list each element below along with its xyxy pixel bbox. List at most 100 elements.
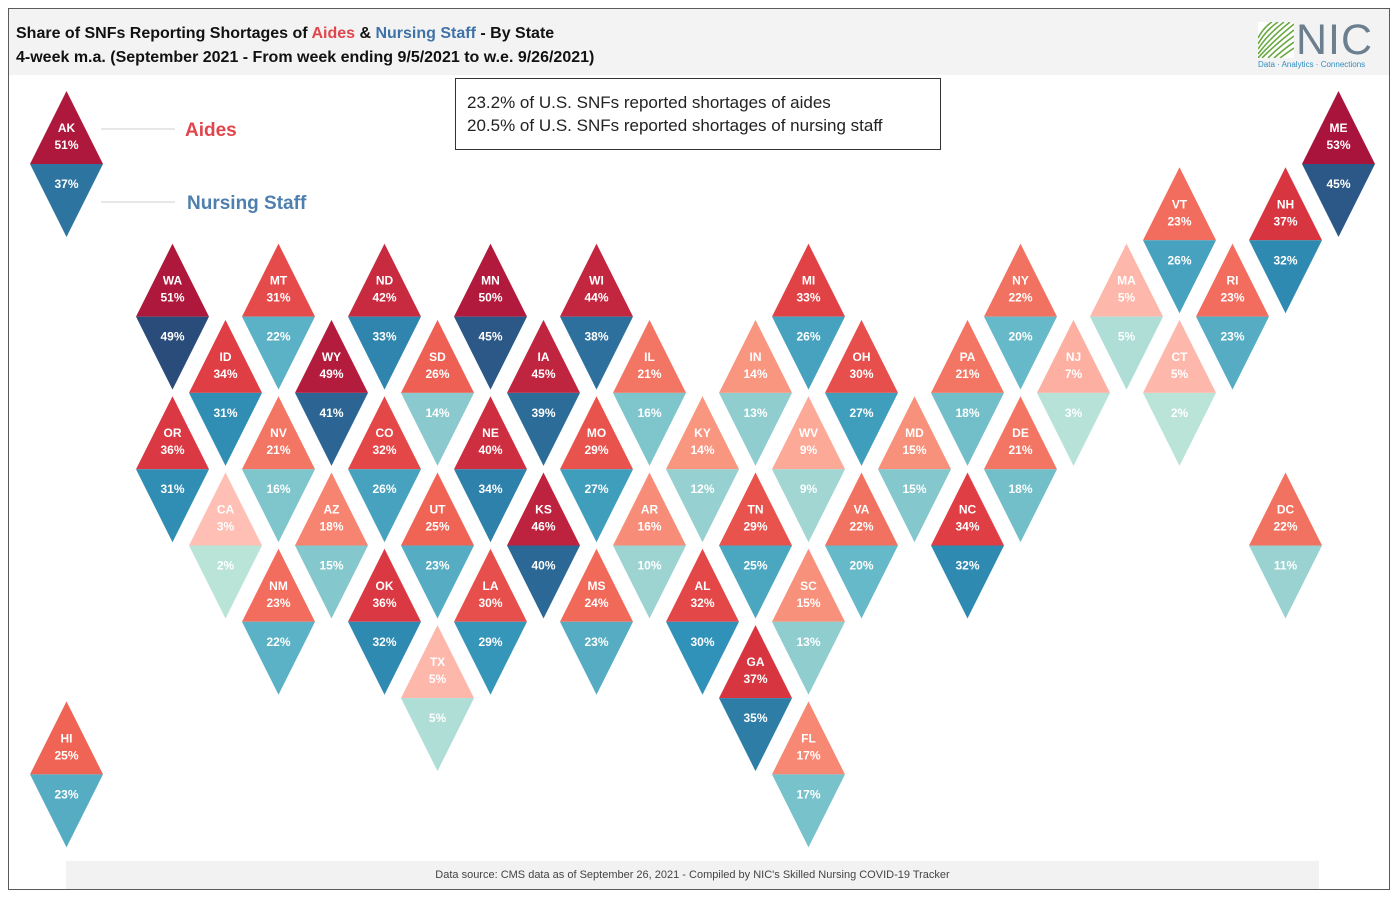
aides-value-label: 21% xyxy=(637,367,661,381)
aides-triangle xyxy=(30,91,103,164)
aides-triangle xyxy=(30,701,103,775)
legend: Aides Nursing Staff xyxy=(101,120,307,214)
aides-triangle xyxy=(1037,319,1110,393)
aides-triangle xyxy=(348,548,421,622)
nursing-value-label: 27% xyxy=(849,406,873,420)
footer: Data source: CMS data as of September 26… xyxy=(66,861,1319,889)
aides-triangle xyxy=(1196,243,1269,317)
state-label: DE xyxy=(1012,426,1029,440)
aides-value-label: 37% xyxy=(1273,214,1297,228)
nursing-triangle xyxy=(560,621,633,695)
nursing-triangle xyxy=(931,392,1004,466)
aides-value-label: 33% xyxy=(796,291,820,305)
data-source-note: Data source: CMS data as of September 26… xyxy=(435,869,950,881)
title-nursing-word: Nursing Staff xyxy=(375,25,476,42)
nursing-value-label: 41% xyxy=(319,406,343,420)
nursing-triangle xyxy=(1143,240,1216,314)
state-label: AR xyxy=(641,503,659,517)
aides-triangle xyxy=(772,701,845,775)
state-tile-nm: NM 23% 22% xyxy=(242,548,315,695)
aides-value-label: 36% xyxy=(372,596,396,610)
aides-value-label: 22% xyxy=(1273,520,1297,534)
aides-triangle xyxy=(454,243,527,317)
aides-value-label: 9% xyxy=(800,443,818,457)
state-tile-sd: SD 26% 14% xyxy=(401,319,474,466)
nursing-value-label: 23% xyxy=(425,559,449,573)
nursing-value-label: 34% xyxy=(478,482,502,496)
state-tile-az: AZ 18% 15% xyxy=(295,472,368,619)
state-tile-ok: OK 36% 32% xyxy=(348,548,421,695)
aides-value-label: 21% xyxy=(955,367,979,381)
nursing-triangle xyxy=(772,621,845,695)
aides-value-label: 17% xyxy=(796,748,820,762)
nursing-value-label: 13% xyxy=(796,635,820,649)
summary-aides-line: 23.2% of U.S. SNFs reported shortages of… xyxy=(467,93,831,112)
state-tile-ak: AK 51% 37% xyxy=(30,91,103,237)
dashboard-frame: Share of SNFs Reporting Shortages of Aid… xyxy=(8,8,1390,890)
aides-value-label: 14% xyxy=(743,367,767,381)
nursing-value-label: 14% xyxy=(425,406,449,420)
state-tile-dc: DC 22% 11% xyxy=(1249,472,1322,619)
nursing-triangle xyxy=(1249,545,1322,619)
state-tile-ar: AR 16% 10% xyxy=(613,472,686,619)
state-label: PA xyxy=(960,350,976,364)
state-label: AL xyxy=(695,579,711,593)
nursing-triangle xyxy=(454,469,527,543)
aides-triangle xyxy=(242,243,315,317)
aides-value-label: 50% xyxy=(478,291,502,305)
nursing-triangle xyxy=(1196,316,1269,390)
nursing-triangle xyxy=(613,392,686,466)
state-label: UT xyxy=(430,503,447,517)
aides-triangle xyxy=(772,396,845,470)
aides-triangle xyxy=(136,243,209,317)
nursing-value-label: 22% xyxy=(266,330,290,344)
aides-value-label: 5% xyxy=(1118,291,1136,305)
state-label: KS xyxy=(535,503,552,517)
nursing-triangle xyxy=(931,545,1004,619)
nursing-value-label: 39% xyxy=(531,406,555,420)
nic-logo-text: NIC xyxy=(1296,16,1374,64)
state-tile-de: DE 21% 18% xyxy=(984,396,1057,543)
state-label: WY xyxy=(322,350,341,364)
aides-value-label: 34% xyxy=(213,367,237,381)
aides-value-label: 29% xyxy=(743,520,767,534)
aides-triangle xyxy=(507,472,580,546)
legend-aides-label: Aides xyxy=(185,120,237,141)
state-label: VA xyxy=(854,503,870,517)
nursing-triangle xyxy=(242,469,315,543)
chart-subtitle: 4-week m.a. (September 2021 - From week … xyxy=(16,49,595,66)
nursing-triangle xyxy=(136,469,209,543)
state-label: FL xyxy=(801,731,816,745)
chart-title: Share of SNFs Reporting Shortages of Aid… xyxy=(16,25,555,42)
state-label: LA xyxy=(483,579,499,593)
aides-triangle xyxy=(454,396,527,470)
state-tiles: AK 51% 37% ME 53% 45% VT 23% 26% NH 37% 32% WA 51% 49%… xyxy=(30,91,1375,848)
nursing-value-label: 2% xyxy=(1171,406,1189,420)
aides-value-label: 18% xyxy=(319,520,343,534)
aides-triangle xyxy=(348,243,421,317)
aides-triangle xyxy=(507,319,580,393)
state-tile-ct: CT 5% 2% xyxy=(1143,319,1216,466)
nursing-value-label: 25% xyxy=(743,559,767,573)
state-label: ND xyxy=(376,274,394,288)
nursing-value-label: 35% xyxy=(743,711,767,725)
header: Share of SNFs Reporting Shortages of Aid… xyxy=(9,9,1389,75)
state-tile-ky: KY 14% 12% xyxy=(666,396,739,543)
nursing-value-label: 17% xyxy=(796,787,820,801)
nursing-triangle xyxy=(401,392,474,466)
nursing-triangle xyxy=(719,392,792,466)
nursing-value-label: 23% xyxy=(584,635,608,649)
state-label: NJ xyxy=(1066,350,1081,364)
title-aides-word: Aides xyxy=(311,25,356,42)
nursing-value-label: 29% xyxy=(478,635,502,649)
nursing-triangle xyxy=(507,545,580,619)
aides-triangle xyxy=(401,625,474,699)
nursing-triangle xyxy=(1249,240,1322,314)
aides-value-label: 5% xyxy=(1171,367,1189,381)
aides-triangle xyxy=(295,472,368,546)
nursing-value-label: 30% xyxy=(690,635,714,649)
summary-box: 23.2% of U.S. SNFs reported shortages of… xyxy=(455,78,941,150)
nursing-value-label: 45% xyxy=(1326,177,1350,191)
state-label: ME xyxy=(1330,121,1348,135)
state-label: CO xyxy=(376,426,394,440)
